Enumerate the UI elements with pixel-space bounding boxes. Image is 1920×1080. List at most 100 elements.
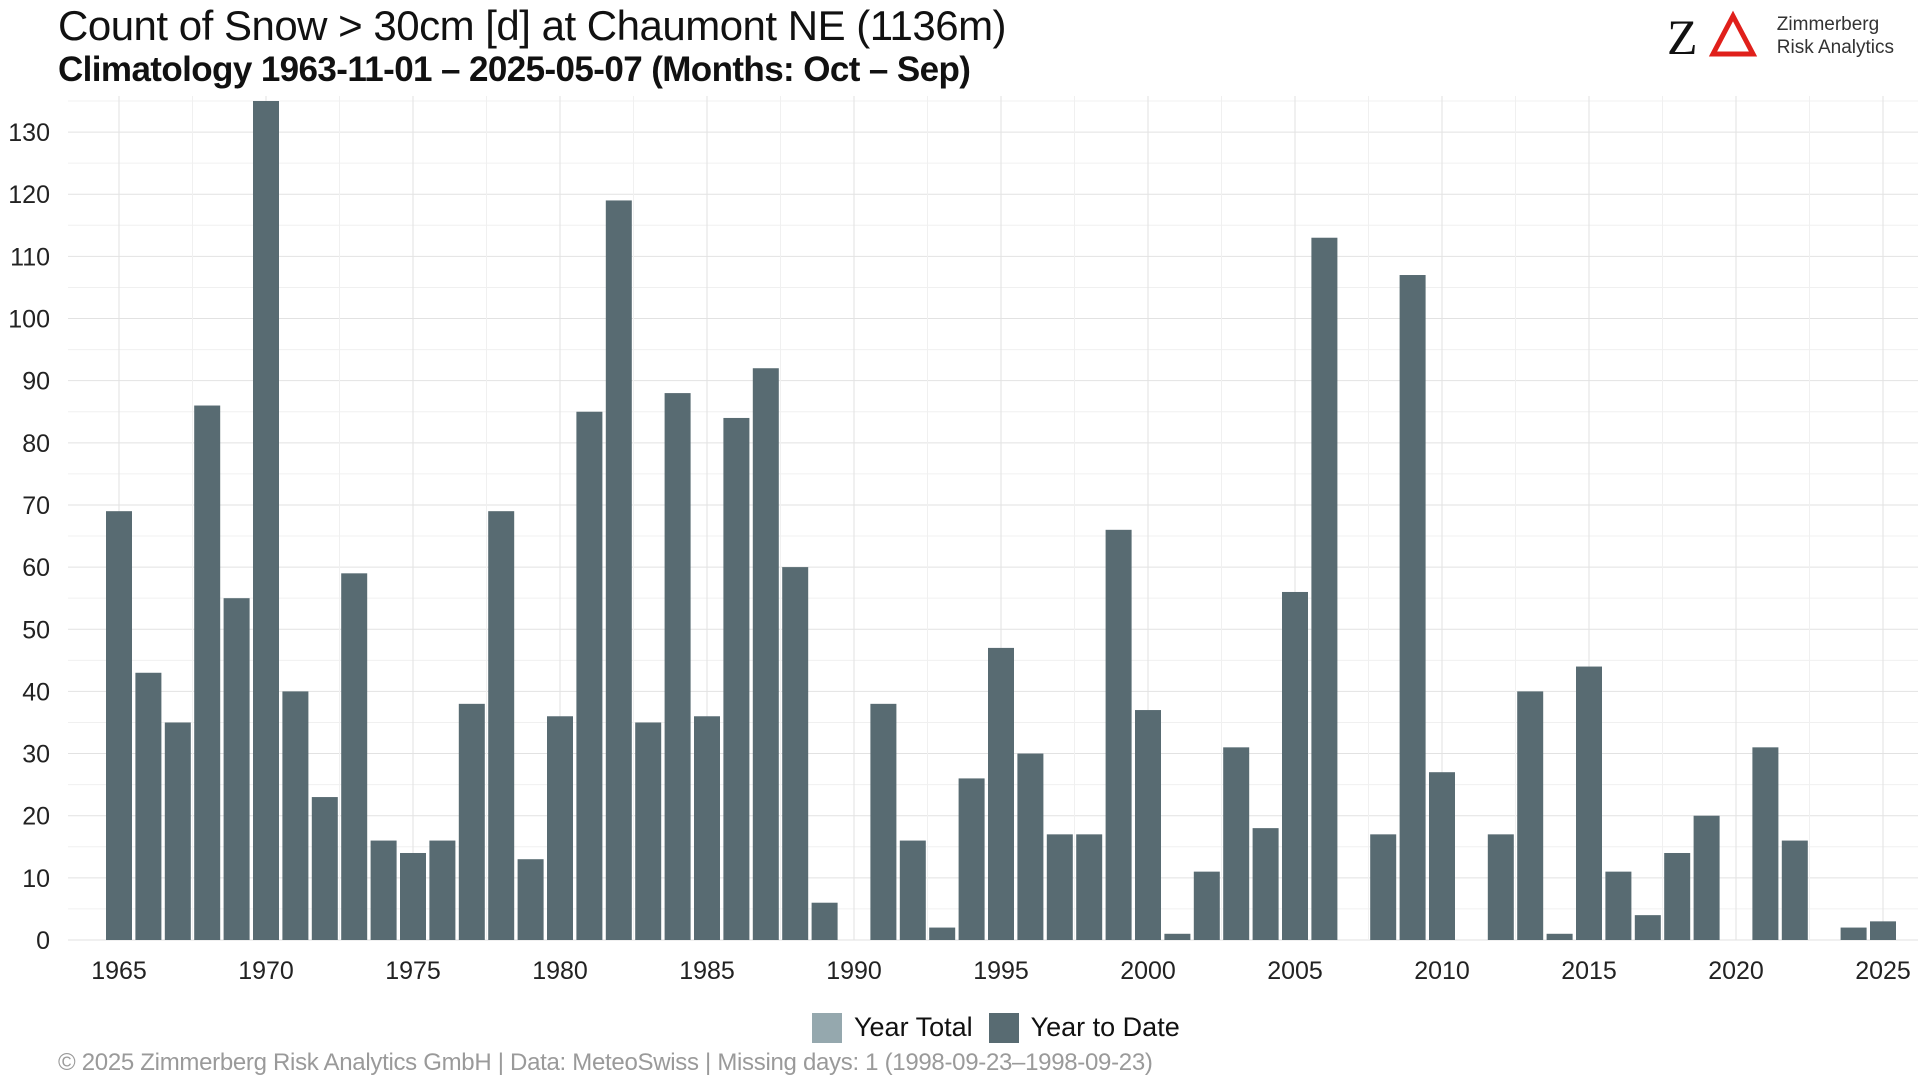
bar-1969 — [223, 598, 250, 940]
y-tick-label: 100 — [8, 306, 50, 334]
logo-text: Zimmerberg Risk Analytics — [1777, 13, 1894, 59]
y-tick-label: 30 — [22, 741, 50, 769]
bar-2005 — [1282, 591, 1308, 940]
legend-item-year-to-date: Year to Date — [988, 1012, 1180, 1043]
legend: Year Total Year to Date — [812, 1012, 1180, 1043]
bar-1991 — [870, 703, 897, 940]
bar-1982 — [605, 200, 632, 941]
y-tick-label: 20 — [22, 803, 50, 831]
chart-title: Count of Snow > 30cm [d] at Chaumont NE … — [58, 2, 1007, 49]
x-tick-label: 2015 — [1561, 957, 1617, 985]
x-tick-label: 1970 — [238, 957, 294, 985]
bar-2000 — [1135, 710, 1161, 940]
chart-subtitle: Climatology 1963-11-01 – 2025-05-07 (Mon… — [58, 50, 971, 89]
legend-swatch-year-to-date — [988, 1012, 1019, 1043]
bar-chart: 0 10 20 30 40 50 60 70 80 90 100 110 120 130 1965 1970… — [8, 96, 1918, 985]
y-tick-label: 80 — [22, 430, 50, 458]
bars — [106, 101, 1896, 941]
bar-2015 — [1576, 666, 1602, 940]
y-tick-label: 10 — [22, 865, 50, 893]
y-tick-label: 70 — [22, 492, 50, 520]
y-tick-label: 60 — [22, 554, 50, 582]
bar-1992 — [899, 840, 926, 940]
x-tick-label: 1975 — [385, 957, 441, 985]
bar-2025 — [1870, 921, 1896, 940]
bar-1970 — [253, 101, 279, 940]
bar-1979 — [517, 859, 544, 940]
x-tick-label: 1990 — [826, 957, 882, 985]
bar-2021 — [1752, 747, 1779, 940]
x-tick-label: 2000 — [1120, 957, 1176, 985]
bar-1971 — [282, 691, 309, 940]
logo-line-2: Risk Analytics — [1776, 37, 1894, 58]
x-tick-label: 2005 — [1267, 957, 1323, 985]
bar-1976 — [429, 840, 456, 940]
x-axis-ticks: 1965 1970 1975 1980 1985 1990 1995 2000 2005 2010… — [91, 957, 1911, 985]
y-tick-label: 120 — [8, 181, 50, 209]
bar-1993 — [929, 927, 956, 940]
bar-1973 — [341, 573, 368, 940]
bar-1989 — [811, 902, 838, 940]
bar-1987 — [752, 368, 779, 940]
bar-1999 — [1105, 529, 1132, 940]
y-tick-label: 110 — [10, 243, 50, 271]
bar-2003 — [1223, 747, 1250, 940]
bar-1984 — [664, 393, 691, 940]
bar-2014 — [1546, 933, 1573, 940]
bar-2004 — [1252, 828, 1279, 940]
bar-2008 — [1370, 834, 1397, 940]
bar-2017 — [1634, 915, 1661, 940]
x-tick-label: 1985 — [679, 957, 735, 985]
bar-2019 — [1693, 815, 1720, 940]
bar-1977 — [458, 703, 485, 940]
x-tick-label: 1980 — [532, 957, 588, 985]
bar-2009 — [1399, 275, 1426, 941]
bar-2016 — [1605, 871, 1632, 940]
x-tick-label: 1995 — [973, 957, 1029, 985]
bar-2024 — [1840, 927, 1867, 940]
company-logo: Z Zimmerberg Risk Analytics — [1667, 10, 1894, 62]
logo-line-1: Zimmerberg — [1776, 14, 1880, 35]
bar-1996 — [1017, 753, 1044, 940]
za-logo-icon: Z — [1667, 10, 1757, 62]
bar-1965 — [106, 511, 132, 940]
footer-credits: © 2025 Zimmerberg Risk Analytics GmbH | … — [58, 1049, 1153, 1076]
logo-mark-z: Z — [1667, 10, 1698, 62]
x-tick-label: 1965 — [91, 957, 147, 985]
y-tick-label: 90 — [22, 368, 50, 396]
logo-delta-icon — [1708, 10, 1757, 57]
bar-1972 — [311, 797, 338, 940]
bar-2013 — [1517, 691, 1544, 940]
bar-1986 — [723, 417, 750, 940]
legend-label-year-to-date: Year to Date — [1030, 1012, 1180, 1042]
x-tick-label: 2010 — [1414, 957, 1470, 985]
bar-1983 — [635, 722, 662, 940]
y-tick-label: 0 — [36, 927, 50, 955]
bar-1980 — [547, 716, 573, 940]
legend-item-year-total: Year Total — [812, 1012, 973, 1043]
legend-label-year-total: Year Total — [854, 1012, 973, 1042]
bar-1985 — [694, 716, 720, 940]
bar-2022 — [1781, 840, 1808, 940]
bar-1978 — [488, 511, 515, 940]
bar-2001 — [1164, 933, 1191, 940]
bar-1967 — [164, 722, 191, 940]
bar-1966 — [135, 672, 162, 940]
bar-2018 — [1664, 852, 1691, 940]
bar-1968 — [194, 405, 221, 940]
y-tick-label: 130 — [8, 119, 50, 147]
y-tick-label: 50 — [22, 616, 50, 644]
bar-1981 — [576, 411, 603, 941]
y-axis-ticks: 0 10 20 30 40 50 60 70 80 90 100 110 120 130 — [8, 119, 50, 955]
bar-1994 — [958, 778, 985, 940]
bar-2010 — [1429, 772, 1455, 940]
bar-2012 — [1487, 834, 1514, 940]
bar-2002 — [1193, 871, 1220, 940]
legend-swatch-year-total — [812, 1012, 842, 1043]
bar-1974 — [370, 840, 397, 940]
x-tick-label: 2020 — [1708, 957, 1764, 985]
bar-2006 — [1311, 237, 1338, 940]
y-tick-label: 40 — [22, 678, 50, 706]
bar-1975 — [400, 852, 426, 940]
x-tick-label: 2025 — [1855, 957, 1911, 985]
